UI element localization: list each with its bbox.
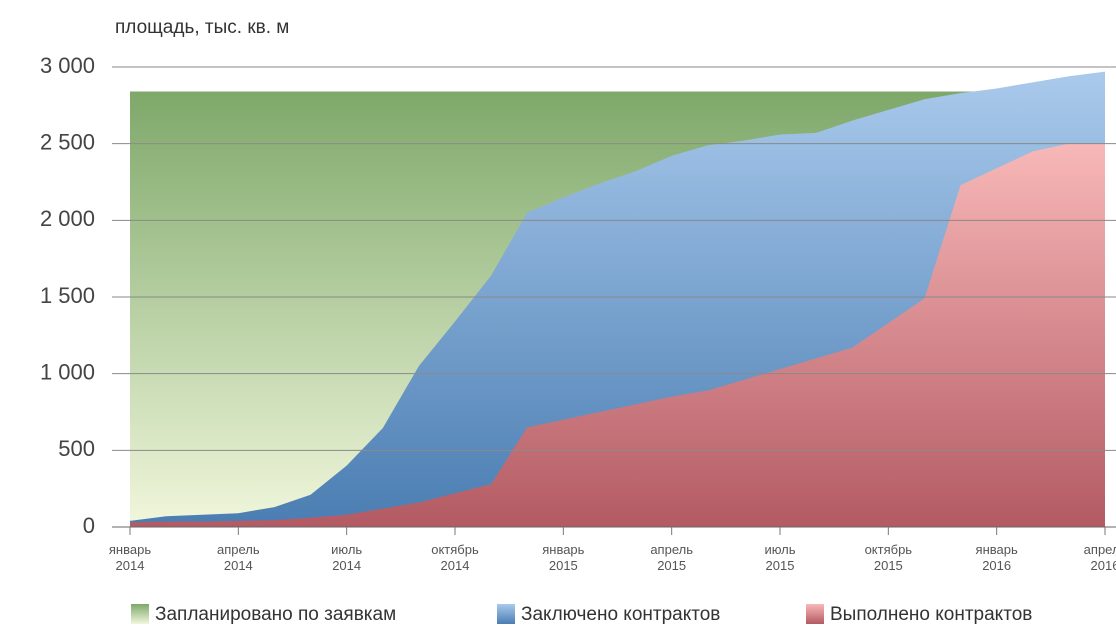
legend-label: Заключено контрактов [521,604,720,625]
x-tick-label-line: апрель [650,542,693,557]
legend-label: Выполнено контрактов [830,604,1032,625]
legend-swatch [497,604,515,624]
x-tick-label: апрель 2015 [650,542,693,573]
x-tick-label-line: 2014 [224,558,253,573]
legend-swatch [806,604,824,624]
x-tick-label-line: апрель [1084,542,1116,557]
y-tick-label: 3 000 [40,53,95,78]
y-tick-label: 2 500 [40,129,95,154]
y-axis-label: площадь, тыс. кв. м [115,17,289,38]
y-tick-label: 0 [83,513,95,538]
y-tick-label: 1 000 [40,359,95,384]
x-tick-label: июль 2014 [331,542,362,573]
legend-label: Запланировано по заявкам [155,604,396,625]
y-tick-label: 1 500 [40,283,95,308]
x-tick-label-line: январь [542,542,584,557]
x-tick-label-line: 2015 [766,558,795,573]
x-tick-label-line: 2015 [549,558,578,573]
x-tick-label-line: октябрь [431,542,479,557]
x-tick-label-line: 2014 [116,558,145,573]
x-tick-label-line: 2015 [657,558,686,573]
x-tick-label-line: 2016 [1091,558,1116,573]
y-tick-label: 500 [58,436,95,461]
x-tick-label-line: 2015 [874,558,903,573]
x-tick-label: октябрь 2014 [431,542,479,573]
x-tick-label: апрель 2014 [217,542,260,573]
x-tick-label-line: 2014 [441,558,470,573]
x-tick-label-line: апрель [217,542,260,557]
x-tick-label-line: 2016 [982,558,1011,573]
x-tick-label: январь 2016 [976,542,1018,573]
x-tick-label-line: январь [976,542,1018,557]
x-tick-label: июль 2015 [764,542,795,573]
x-tick-label: октябрь 2015 [865,542,913,573]
x-tick-label: январь 2015 [542,542,584,573]
x-tick-label-line: январь [109,542,151,557]
y-tick-label: 2 000 [40,206,95,231]
legend-swatch [131,604,149,624]
x-tick-label-line: июль [331,542,362,557]
x-tick-label: январь 2014 [109,542,151,573]
area [130,143,1105,527]
x-tick-label-line: 2014 [332,558,361,573]
x-tick-label-line: июль [764,542,795,557]
x-tick-label: апрель2016 [1084,542,1116,573]
x-tick-label-line: октябрь [865,542,913,557]
